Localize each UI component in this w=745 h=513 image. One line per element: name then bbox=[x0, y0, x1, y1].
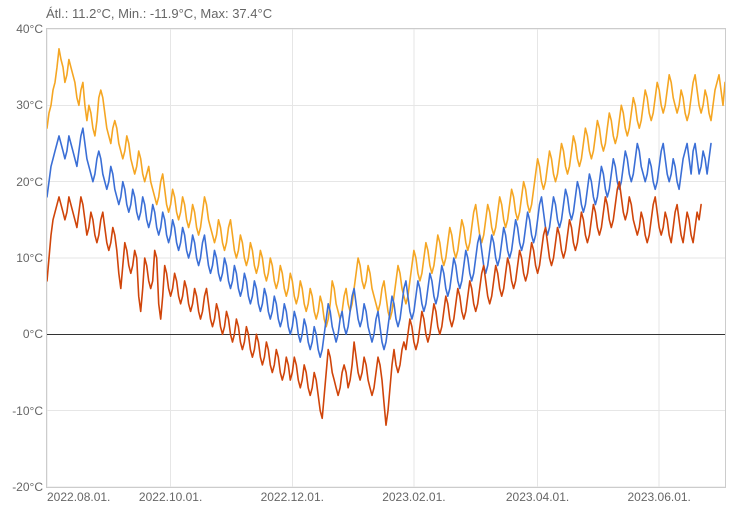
y-tick-label: 20°C bbox=[16, 175, 43, 189]
plot-area bbox=[46, 28, 726, 488]
x-tick-label: 2023.02.01. bbox=[382, 490, 445, 504]
x-tick-label: 2022.10.01. bbox=[139, 490, 202, 504]
series-avg bbox=[47, 128, 711, 357]
series-min bbox=[47, 182, 701, 426]
x-tick-label: 2022.12.01. bbox=[261, 490, 324, 504]
x-tick-label: 2023.04.01. bbox=[506, 490, 569, 504]
plot-svg bbox=[47, 29, 725, 487]
y-tick-label: 0°C bbox=[23, 327, 43, 341]
chart-summary: Átl.: 11.2°C, Min.: -11.9°C, Max: 37.4°C bbox=[46, 6, 272, 21]
y-tick-label: 30°C bbox=[16, 98, 43, 112]
y-tick-label: 10°C bbox=[16, 251, 43, 265]
x-tick-label: 2022.08.01. bbox=[47, 490, 110, 504]
x-tick-label: 2023.06.01. bbox=[627, 490, 690, 504]
y-tick-label: -20°C bbox=[12, 480, 43, 494]
series-max bbox=[47, 49, 725, 327]
y-tick-label: -10°C bbox=[12, 404, 43, 418]
y-tick-label: 40°C bbox=[16, 22, 43, 36]
temperature-chart: Átl.: 11.2°C, Min.: -11.9°C, Max: 37.4°C… bbox=[0, 0, 745, 513]
